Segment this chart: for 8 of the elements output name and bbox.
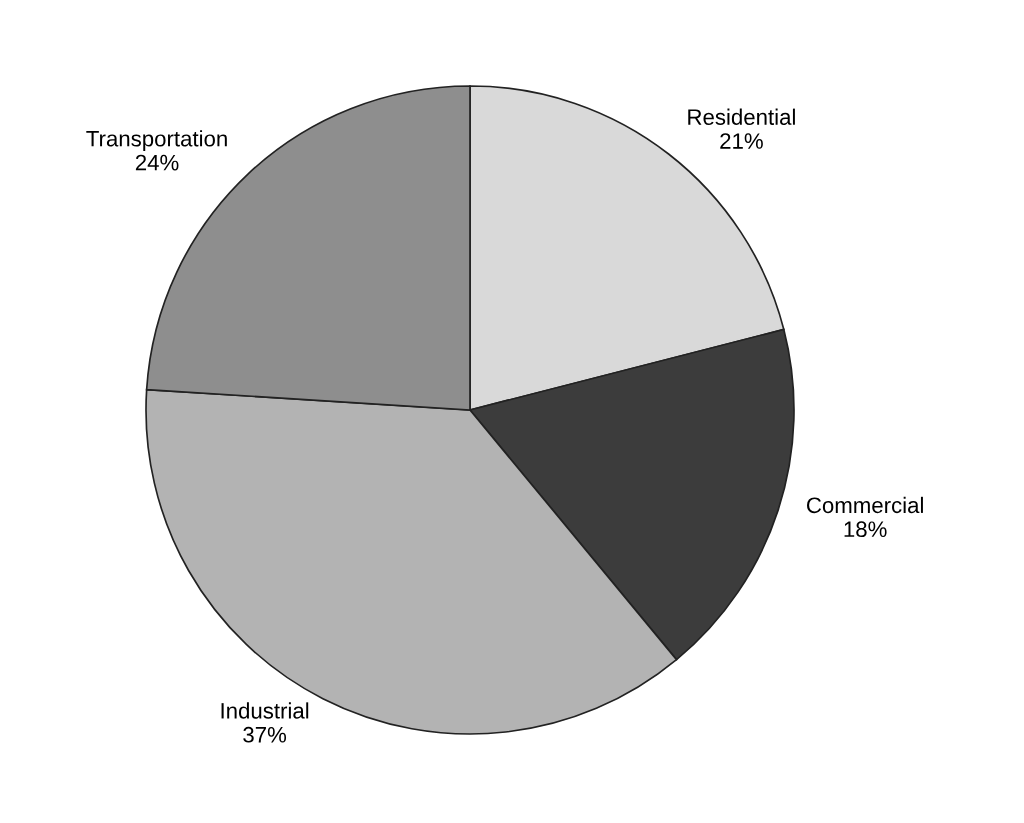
slice-label: Transportation (86, 130, 227, 151)
slice-label: Residential (688, 108, 795, 125)
slice-label: Industrial (221, 702, 309, 719)
data-label: 18% (844, 521, 887, 538)
data-label: 24% (135, 154, 179, 171)
slice-label: Commercial (807, 496, 923, 514)
data-label: 37% (243, 726, 287, 743)
data-label: 21% (720, 133, 763, 149)
